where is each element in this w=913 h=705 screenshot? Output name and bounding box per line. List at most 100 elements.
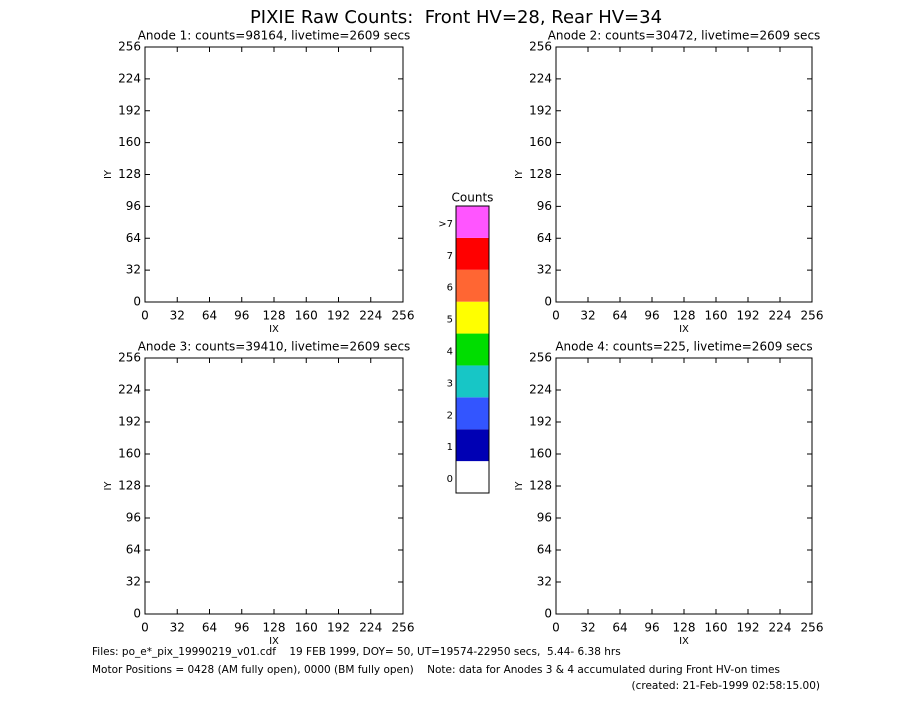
y-axis-label: IY bbox=[514, 481, 525, 491]
y-tick-label: 32 bbox=[126, 575, 141, 589]
colorbar-swatch bbox=[456, 429, 489, 462]
x-tick-label: 32 bbox=[580, 309, 595, 323]
plot-frame bbox=[144, 46, 404, 303]
y-tick-label: 224 bbox=[529, 71, 552, 85]
x-tick-label: 96 bbox=[644, 621, 659, 635]
colorbar-swatch bbox=[456, 301, 489, 334]
y-tick-label: 0 bbox=[133, 607, 141, 621]
x-tick-label: 0 bbox=[552, 621, 560, 635]
x-tick-label: 0 bbox=[552, 309, 560, 323]
x-tick-label: 160 bbox=[295, 309, 318, 323]
y-tick-label: 192 bbox=[529, 103, 552, 117]
colorbar-swatch bbox=[456, 333, 489, 366]
x-tick-label: 128 bbox=[673, 621, 696, 635]
x-tick-label: 224 bbox=[769, 621, 792, 635]
x-axis-label: IX bbox=[679, 324, 689, 335]
y-tick-label: 224 bbox=[118, 71, 141, 85]
x-tick-label: 160 bbox=[705, 309, 728, 323]
x-tick-label: 192 bbox=[327, 621, 350, 635]
y-tick-label: 224 bbox=[529, 383, 552, 397]
y-tick-label: 160 bbox=[118, 447, 141, 461]
x-axis-label: IX bbox=[269, 324, 279, 335]
y-tick-label: 256 bbox=[529, 351, 552, 365]
x-tick-label: 256 bbox=[801, 621, 824, 635]
panel-title: Anode 4: counts=225, livetime=2609 secs bbox=[555, 340, 812, 354]
x-tick-label: 32 bbox=[170, 309, 185, 323]
y-axis-label: IY bbox=[103, 169, 114, 179]
x-tick-label: 128 bbox=[263, 309, 286, 323]
colorbar-label: >7 bbox=[438, 219, 453, 230]
x-tick-label: 32 bbox=[580, 621, 595, 635]
colorbar-label: 6 bbox=[447, 283, 453, 294]
y-axis-label: IY bbox=[514, 169, 525, 179]
y-tick-label: 96 bbox=[537, 199, 552, 213]
x-tick-label: 256 bbox=[801, 309, 824, 323]
panel-title: Anode 3: counts=39410, livetime=2609 sec… bbox=[138, 340, 411, 354]
colorbar-swatch bbox=[456, 269, 489, 302]
y-tick-label: 128 bbox=[529, 479, 552, 493]
x-tick-label: 128 bbox=[673, 309, 696, 323]
x-tick-label: 256 bbox=[392, 309, 415, 323]
y-tick-label: 0 bbox=[544, 607, 552, 621]
y-tick-label: 256 bbox=[529, 40, 552, 54]
x-tick-label: 96 bbox=[644, 309, 659, 323]
x-tick-label: 64 bbox=[612, 309, 627, 323]
x-tick-label: 64 bbox=[202, 309, 217, 323]
colorbar-swatch bbox=[456, 237, 489, 270]
x-tick-label: 32 bbox=[170, 621, 185, 635]
plot-frame bbox=[555, 357, 813, 615]
panel-title: Anode 2: counts=30472, livetime=2609 sec… bbox=[548, 29, 821, 43]
y-tick-label: 192 bbox=[118, 103, 141, 117]
y-tick-label: 0 bbox=[544, 295, 552, 309]
x-tick-label: 96 bbox=[234, 621, 249, 635]
x-tick-label: 192 bbox=[737, 309, 760, 323]
x-tick-label: 0 bbox=[141, 309, 149, 323]
y-tick-label: 64 bbox=[126, 231, 141, 245]
colorbar-label: 7 bbox=[447, 251, 453, 262]
y-tick-label: 160 bbox=[529, 135, 552, 149]
plot-frame bbox=[555, 46, 813, 303]
x-axis-label: IX bbox=[679, 636, 689, 647]
panel-title: Anode 1: counts=98164, livetime=2609 sec… bbox=[138, 29, 411, 43]
y-tick-label: 64 bbox=[126, 543, 141, 557]
colorbar-label: 3 bbox=[447, 378, 453, 389]
x-tick-label: 192 bbox=[737, 621, 760, 635]
colorbar-swatch bbox=[456, 397, 489, 430]
x-tick-label: 64 bbox=[612, 621, 627, 635]
y-tick-label: 96 bbox=[126, 511, 141, 525]
x-tick-label: 128 bbox=[263, 621, 286, 635]
y-tick-label: 64 bbox=[537, 231, 552, 245]
footer-line: Motor Positions = 0428 (AM fully open), … bbox=[92, 664, 780, 676]
colorbar-swatch bbox=[456, 365, 489, 398]
x-tick-label: 160 bbox=[295, 621, 318, 635]
y-tick-label: 96 bbox=[537, 511, 552, 525]
y-axis-label: IY bbox=[103, 481, 114, 491]
x-tick-label: 160 bbox=[705, 621, 728, 635]
colorbar-swatch bbox=[456, 206, 489, 238]
y-tick-label: 32 bbox=[537, 263, 552, 277]
colorbar-frame bbox=[455, 205, 490, 494]
y-tick-label: 128 bbox=[118, 479, 141, 493]
x-tick-label: 224 bbox=[769, 309, 792, 323]
x-tick-label: 192 bbox=[327, 309, 350, 323]
x-tick-label: 64 bbox=[202, 621, 217, 635]
y-tick-label: 192 bbox=[529, 415, 552, 429]
colorbar-label: 1 bbox=[447, 442, 453, 453]
colorbar-label: 5 bbox=[447, 315, 453, 326]
x-tick-label: 224 bbox=[359, 621, 382, 635]
x-tick-label: 256 bbox=[392, 621, 415, 635]
colorbar-swatch bbox=[456, 461, 489, 493]
y-tick-label: 0 bbox=[133, 295, 141, 309]
x-axis-label: IX bbox=[269, 636, 279, 647]
y-tick-label: 224 bbox=[118, 383, 141, 397]
y-tick-label: 32 bbox=[126, 263, 141, 277]
y-tick-label: 192 bbox=[118, 415, 141, 429]
colorbar-title: Counts bbox=[452, 191, 494, 205]
y-tick-label: 32 bbox=[537, 575, 552, 589]
colorbar-label: 2 bbox=[447, 410, 453, 421]
y-tick-label: 160 bbox=[529, 447, 552, 461]
y-tick-label: 96 bbox=[126, 199, 141, 213]
y-tick-label: 256 bbox=[118, 351, 141, 365]
x-tick-label: 0 bbox=[141, 621, 149, 635]
